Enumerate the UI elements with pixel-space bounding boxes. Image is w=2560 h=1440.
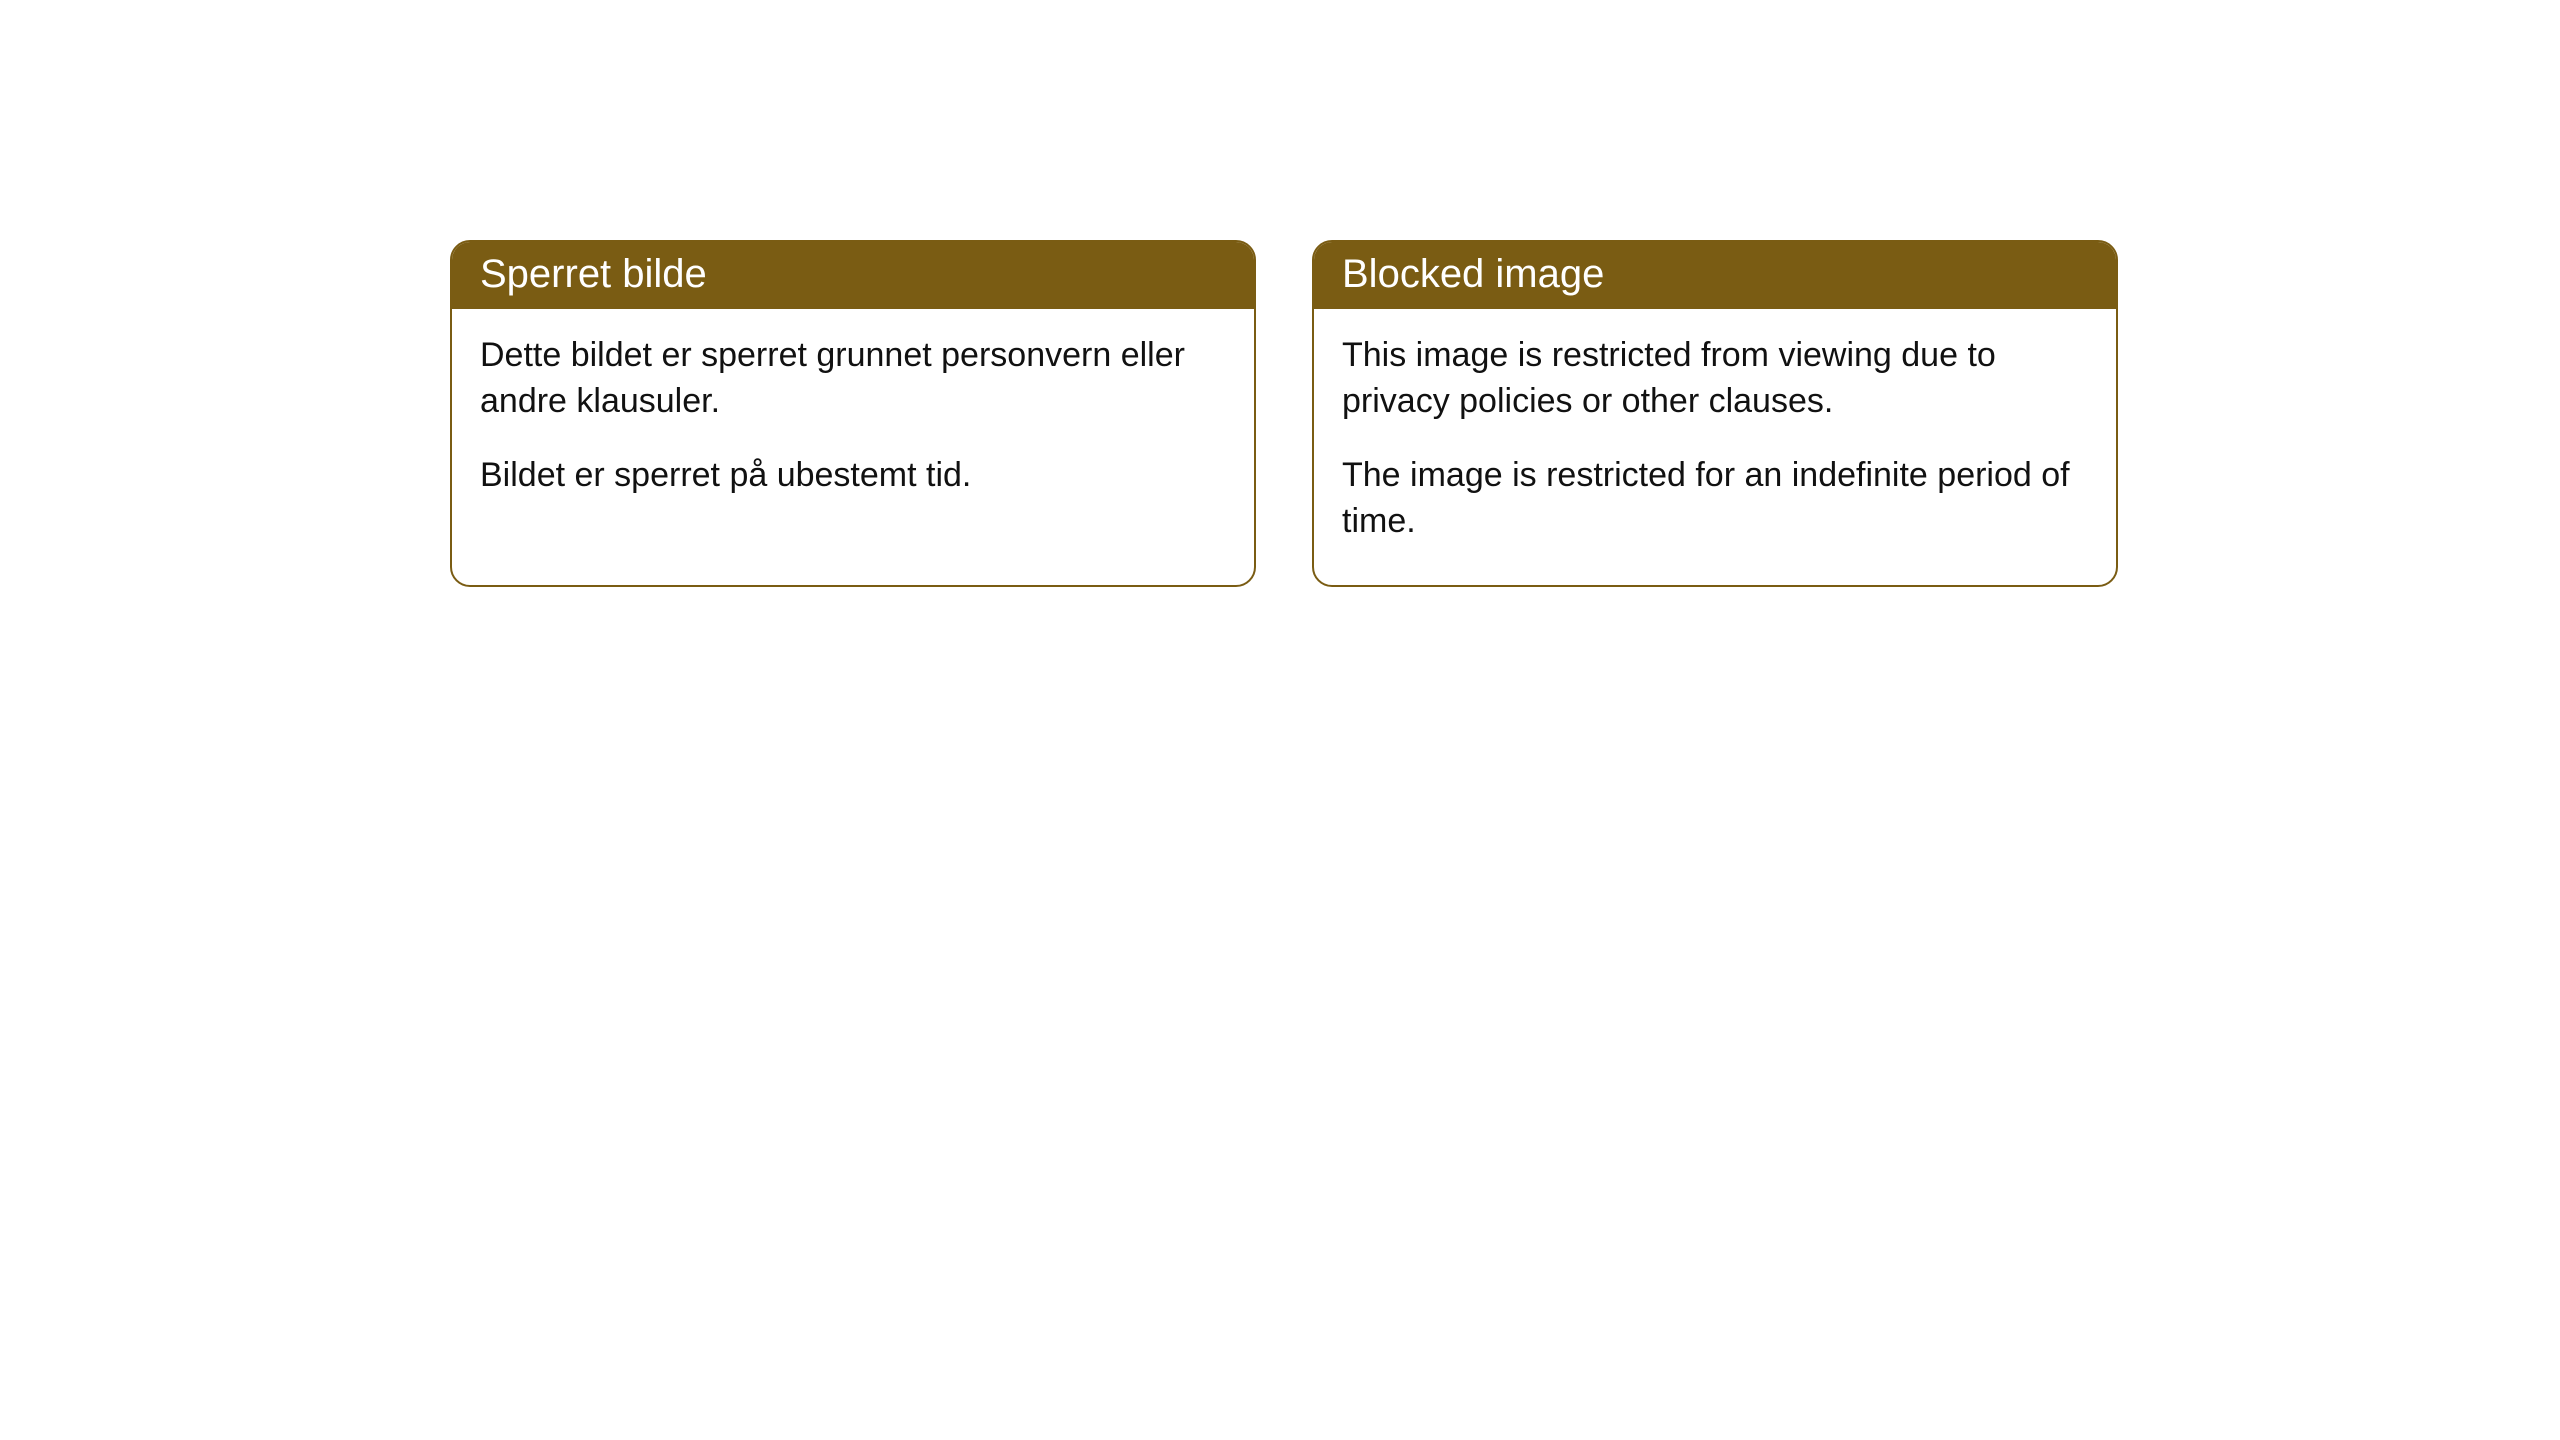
card-paragraph: Bildet er sperret på ubestemt tid. xyxy=(480,453,1226,499)
card-paragraph: Dette bildet er sperret grunnet personve… xyxy=(480,333,1226,425)
notice-cards-container: Sperret bilde Dette bildet er sperret gr… xyxy=(450,240,2560,587)
card-header: Blocked image xyxy=(1314,242,2116,309)
card-title: Blocked image xyxy=(1342,252,1604,296)
card-paragraph: This image is restricted from viewing du… xyxy=(1342,333,2088,425)
notice-card-norwegian: Sperret bilde Dette bildet er sperret gr… xyxy=(450,240,1256,587)
card-body: This image is restricted from viewing du… xyxy=(1314,309,2116,585)
card-paragraph: The image is restricted for an indefinit… xyxy=(1342,453,2088,545)
card-header: Sperret bilde xyxy=(452,242,1254,309)
notice-card-english: Blocked image This image is restricted f… xyxy=(1312,240,2118,587)
card-title: Sperret bilde xyxy=(480,252,707,296)
card-body: Dette bildet er sperret grunnet personve… xyxy=(452,309,1254,539)
